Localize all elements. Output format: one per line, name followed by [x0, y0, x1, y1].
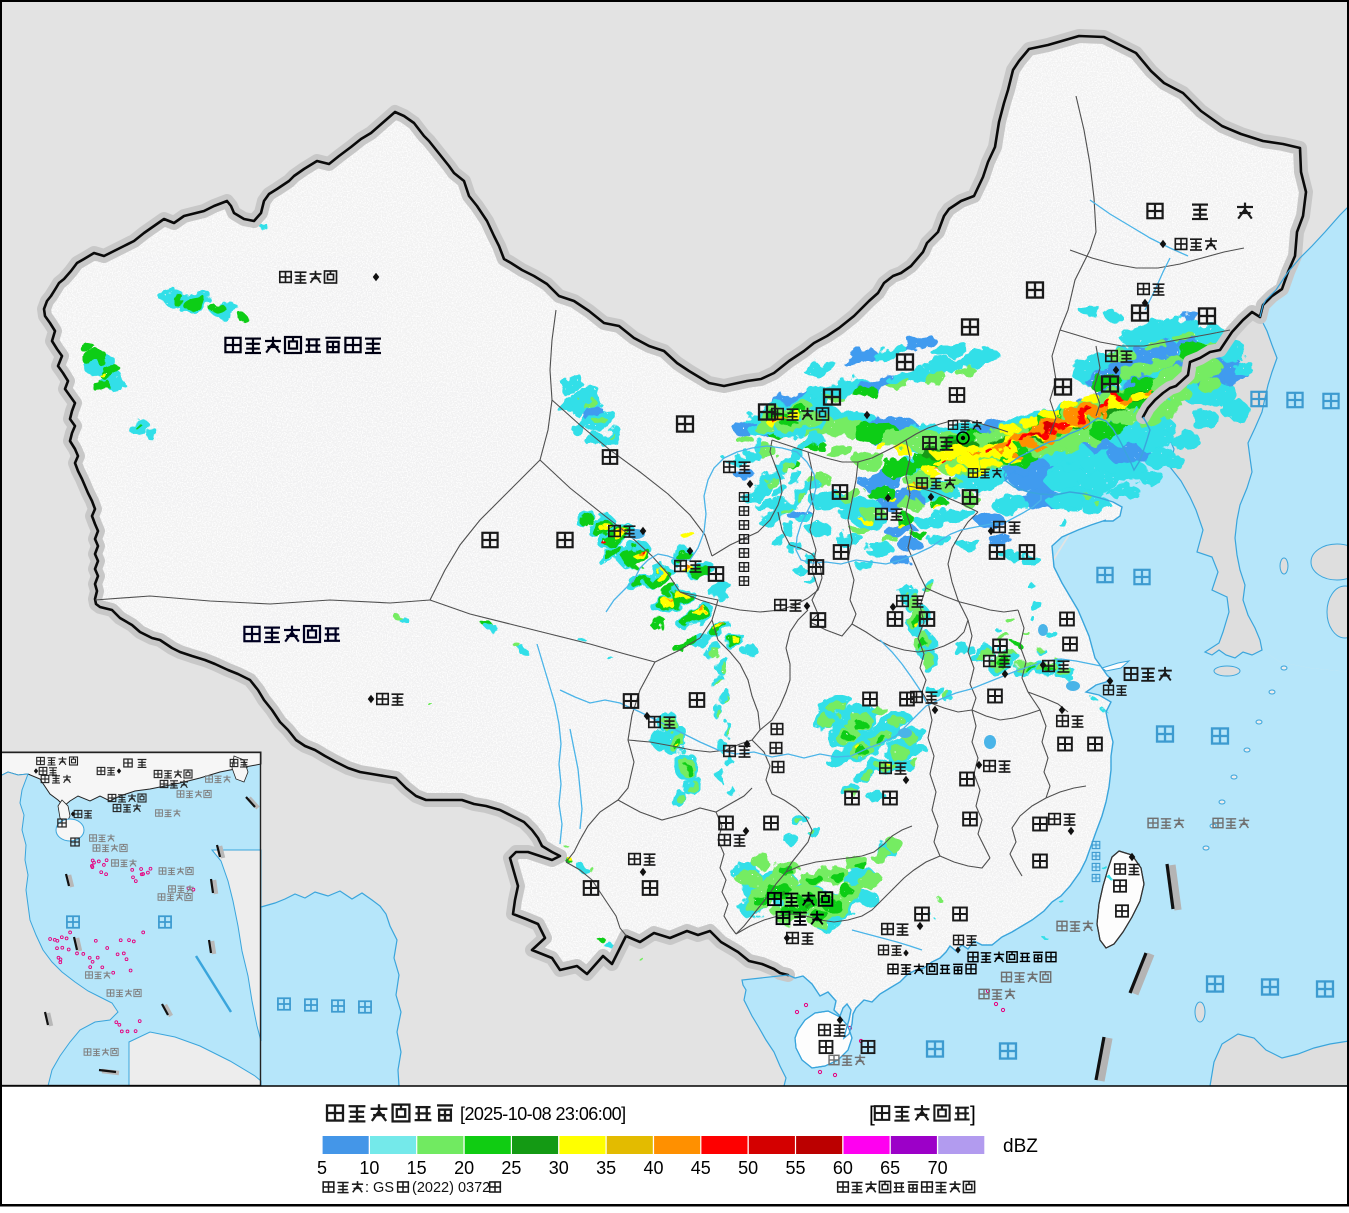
svg-text:30: 30	[549, 1158, 569, 1178]
svg-text:65: 65	[880, 1158, 900, 1178]
svg-text:55: 55	[785, 1158, 805, 1178]
svg-text:10: 10	[359, 1158, 379, 1178]
svg-text:[: [	[869, 1103, 875, 1126]
svg-text:: GS: : GS	[365, 1180, 394, 1196]
svg-text:]: ]	[970, 1103, 976, 1126]
svg-text:(2022) 0372: (2022) 0372	[412, 1180, 490, 1196]
svg-text:70: 70	[928, 1158, 948, 1178]
svg-text:40: 40	[643, 1158, 663, 1178]
svg-text:[2025-10-08 23:06:00]: [2025-10-08 23:06:00]	[460, 1104, 626, 1124]
svg-text:50: 50	[738, 1158, 758, 1178]
svg-text:60: 60	[833, 1158, 853, 1178]
svg-text:5: 5	[317, 1158, 327, 1178]
svg-text:45: 45	[691, 1158, 711, 1178]
svg-text:15: 15	[407, 1158, 427, 1178]
svg-text:35: 35	[596, 1158, 616, 1178]
svg-text:dBZ: dBZ	[1003, 1136, 1038, 1157]
svg-text:25: 25	[501, 1158, 521, 1178]
svg-text:20: 20	[454, 1158, 474, 1178]
